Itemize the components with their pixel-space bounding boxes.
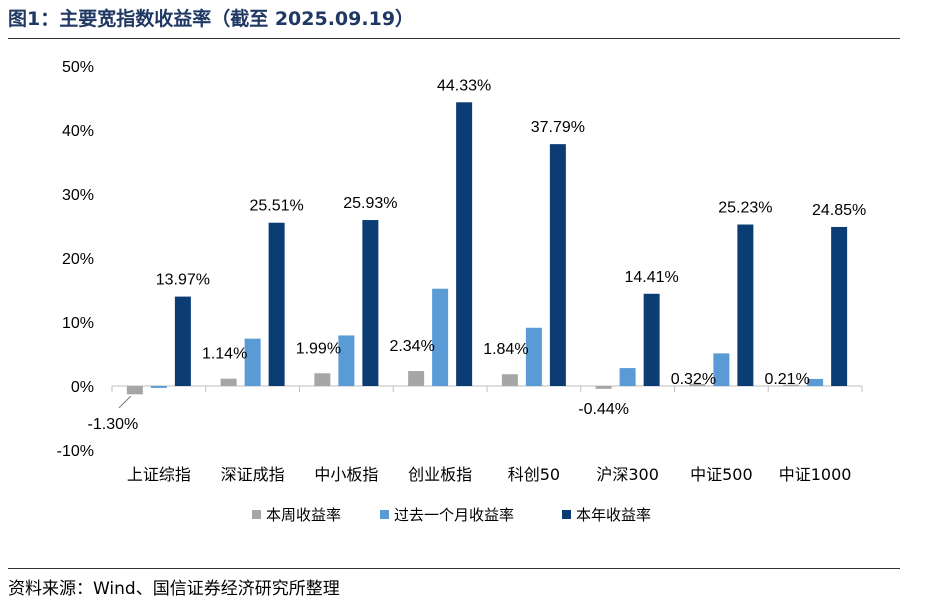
legend-label: 本周收益率 <box>266 506 341 524</box>
data-label-ytd: 37.79% <box>531 119 585 136</box>
data-label-weekly: 1.84% <box>483 341 528 358</box>
category-label: 中小板指 <box>314 465 378 484</box>
bottom-rule <box>8 568 900 569</box>
bar-1 <box>432 288 449 386</box>
bar-2 <box>362 220 379 386</box>
bar-1 <box>338 335 355 386</box>
y-tick-label: -10% <box>57 443 94 460</box>
bar-0 <box>408 371 425 386</box>
bar-1 <box>150 386 167 388</box>
y-tick-label: 40% <box>62 123 94 140</box>
bar-1 <box>525 327 542 386</box>
y-axis: 50% 40% 30% 20% 10% 0% -10% <box>57 59 94 460</box>
legend-label: 本年收益率 <box>576 506 651 524</box>
data-labels: 13.97% 25.51% 25.93% 44.33% 37.79% 14.41% 25.2… <box>88 77 867 433</box>
legend-swatch <box>562 510 571 519</box>
data-label-ytd: 24.85% <box>812 202 866 219</box>
bar-0 <box>126 386 143 395</box>
data-label-ytd: 25.93% <box>343 195 397 212</box>
y-tick-label: 10% <box>62 315 94 332</box>
data-label-ytd: 14.41% <box>624 269 678 286</box>
source-note: 资料来源：Wind、国信证券经济研究所整理 <box>8 579 340 599</box>
bar-2 <box>268 222 285 386</box>
category-label: 创业板指 <box>408 465 472 484</box>
data-label-weekly: 2.34% <box>389 338 434 355</box>
legend: 本周收益率 过去一个月收益率 本年收益率 <box>252 506 651 524</box>
bar-2 <box>549 144 566 386</box>
category-label: 上证综指 <box>127 465 191 484</box>
bar-1 <box>713 353 730 386</box>
bar-2 <box>737 224 754 386</box>
category-label: 深证成指 <box>221 465 285 484</box>
x-axis <box>111 385 863 392</box>
data-label-ytd: 25.51% <box>249 198 303 215</box>
bar-1 <box>619 368 636 386</box>
bar-0 <box>501 374 518 386</box>
y-tick-label: 30% <box>62 187 94 204</box>
figure-title: 图1：主要宽指数收益率（截至 2025.09.19） <box>8 8 415 30</box>
bar-2 <box>456 102 473 387</box>
bar-1 <box>244 338 261 386</box>
data-label-weekly: -0.44% <box>578 401 629 418</box>
legend-swatch <box>252 510 261 519</box>
bar-chart: 50% 40% 30% 20% 10% 0% -10% 13.97% 25.51% 25.93%… <box>57 59 867 524</box>
bars <box>126 102 848 395</box>
leader-line <box>118 395 132 409</box>
bar-0 <box>220 378 237 386</box>
y-tick-label: 50% <box>62 59 94 76</box>
y-tick-label: 20% <box>62 251 94 268</box>
data-label-weekly: 0.21% <box>764 371 809 388</box>
bar-2 <box>643 293 660 386</box>
category-label: 沪深300 <box>596 465 659 484</box>
category-label: 科创50 <box>508 465 560 484</box>
bar-2 <box>831 226 848 386</box>
bar-2 <box>174 296 191 386</box>
data-label-ytd: 44.33% <box>437 77 491 94</box>
top-rule <box>8 38 900 39</box>
legend-label: 过去一个月收益率 <box>394 506 514 524</box>
data-label-weekly: 0.32% <box>671 371 716 388</box>
bar-0 <box>595 386 612 389</box>
legend-swatch <box>380 510 389 519</box>
data-label-weekly: 1.14% <box>202 346 247 363</box>
bar-1 <box>807 378 824 386</box>
data-label-weekly: 1.99% <box>296 340 341 357</box>
bar-0 <box>689 383 706 386</box>
data-label-weekly: -1.30% <box>88 416 139 433</box>
bar-0 <box>314 373 331 386</box>
bar-0 <box>783 384 800 386</box>
y-tick-label: 0% <box>71 379 94 396</box>
category-label: 中证500 <box>690 465 753 484</box>
data-label-ytd: 13.97% <box>156 272 210 289</box>
data-label-ytd: 25.23% <box>718 200 772 217</box>
category-label: 中证1000 <box>779 465 852 484</box>
category-labels: 上证综指 深证成指 中小板指 创业板指 科创50 沪深300 中证500 中证1000 <box>127 465 852 484</box>
